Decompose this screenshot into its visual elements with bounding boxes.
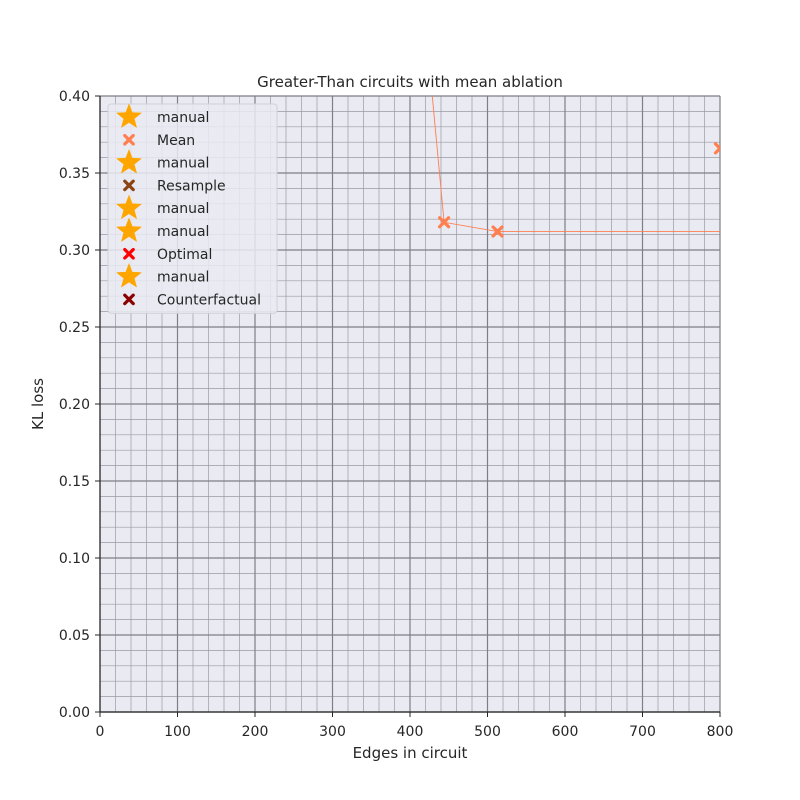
x-tick-label: 800 [707,724,734,740]
legend-marker-star [115,103,143,129]
x-tick-label: 500 [474,724,501,740]
chart-title: Greater-Than circuits with mean ablation [257,73,563,91]
legend-marker-x [123,133,135,146]
legend-label: manual [157,270,209,286]
data-point-mean [491,225,504,238]
legend-marker-x [123,247,135,260]
legend-marker-star [115,194,143,220]
y-axis-label: KL loss [29,378,47,430]
x-tick-label: 600 [552,724,579,740]
legend-marker-star [115,217,143,243]
x-tick-label: 100 [164,724,191,740]
y-tick-label: 0.10 [59,551,90,567]
y-tick-label: 0.25 [59,320,90,336]
x-axis-label: Edges in circuit [353,744,468,762]
y-tick-label: 0.05 [59,628,90,644]
data-point-mean [438,216,451,229]
legend-label: manual [157,201,209,217]
y-tick-label: 0.30 [59,243,90,259]
legend: manual Mean manual Resample manual manual Opti… [107,103,278,314]
series-line-mean [431,96,720,232]
legend-label: Resample [157,178,226,194]
y-tick-label: 0.40 [59,89,90,105]
series-layer [431,96,720,238]
legend-marker-x [123,293,135,306]
x-tick-label: 400 [397,724,424,740]
y-tick-label: 0.20 [59,397,90,413]
legend-box [107,103,278,314]
legend-label: manual [157,224,209,240]
y-ticks: 0.00 0.05 0.10 0.15 0.20 0.25 0.30 0.35 0.40 [59,89,100,721]
x-tick-label: 0 [96,724,105,740]
legend-label: Counterfactual [157,292,261,308]
y-tick-label: 0.15 [59,474,90,490]
legend-marker-x [123,179,135,192]
y-tick-label: 0.00 [59,705,90,721]
data-point-mean [713,142,720,155]
legend-label: manual [157,156,209,172]
x-tick-label: 700 [629,724,656,740]
legend-marker-star [115,262,143,288]
y-tick-label: 0.35 [59,166,90,182]
legend-label: Optimal [157,247,212,263]
x-tick-label: 300 [319,724,346,740]
x-ticks: 0 100 200 300 400 500 600 700 800 [96,712,734,740]
legend-label: manual [157,110,209,126]
x-tick-label: 200 [242,724,269,740]
legend-label: Mean [157,133,195,149]
legend-marker-star [115,148,143,174]
